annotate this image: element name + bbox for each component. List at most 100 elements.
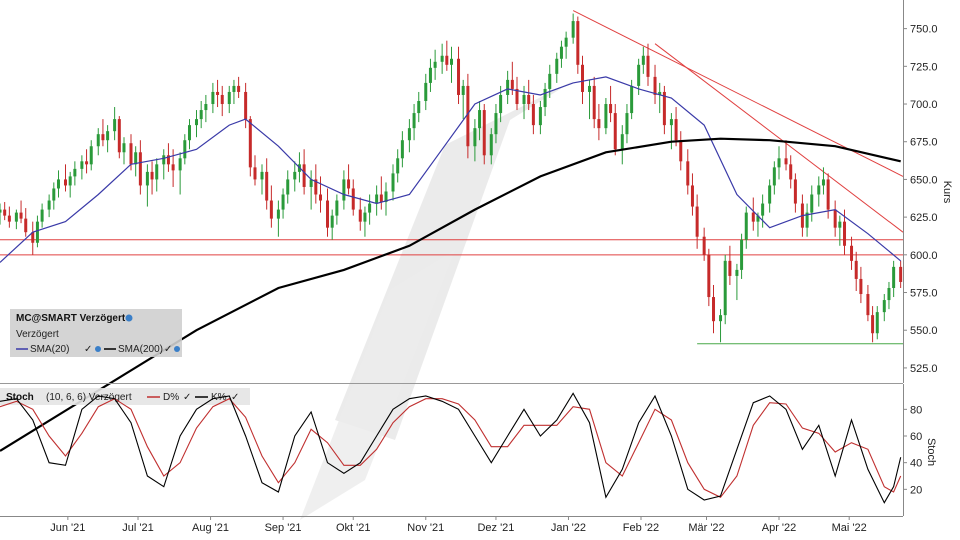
stoch-panel: Stoch (10, 6, 6) Verzögert D% ✓ K% ✓ 204… — [0, 384, 937, 516]
candle-body — [499, 94, 503, 114]
x-tick-label: Mai '22 — [832, 522, 867, 534]
candle-body — [461, 85, 465, 95]
candle-body — [604, 104, 608, 129]
candle-body — [548, 73, 552, 89]
candle-body — [662, 91, 666, 126]
candle-body — [363, 212, 367, 222]
candle-body — [494, 113, 498, 135]
check-icon[interactable]: ✓ — [84, 344, 92, 355]
candle-body — [342, 179, 346, 201]
candle-body — [138, 152, 142, 186]
candle-body — [424, 82, 428, 102]
candle-body — [3, 209, 7, 216]
candle-body — [538, 107, 542, 126]
candle-body — [417, 101, 421, 114]
candle-body — [134, 152, 138, 165]
price-axis-ticks: 525.0 550.0 575.0 600.0 625.0 650.0 675.0 700.0… — [903, 24, 938, 375]
candle-body — [248, 119, 252, 168]
candlesticks — [0, 13, 903, 343]
candle-body — [620, 134, 624, 150]
series-line-sma20 — [0, 76, 902, 263]
check-icon[interactable]: ✓ — [183, 392, 191, 403]
candle-body — [510, 79, 514, 89]
candle-body — [630, 85, 634, 114]
candle-body — [899, 266, 903, 282]
candle-body — [669, 119, 673, 126]
x-tick-label: Dez '21 — [477, 522, 514, 534]
candle-body — [571, 21, 575, 38]
candle-body — [559, 46, 563, 59]
x-tick-label: Feb '22 — [623, 522, 659, 534]
candle-body — [52, 188, 56, 201]
price-tick-label: 675.0 — [910, 137, 938, 149]
stoch-lines — [0, 392, 902, 504]
x-tick-label: Jun '21 — [50, 522, 85, 534]
candle-body — [428, 67, 432, 83]
price-tick-label: 525.0 — [910, 363, 938, 375]
check-icon[interactable]: ✓ — [164, 344, 172, 355]
candle-body — [866, 294, 870, 316]
candle-body — [80, 161, 84, 169]
candle-body — [744, 212, 748, 240]
candle-body — [826, 179, 830, 210]
candle-body — [723, 260, 727, 316]
candle-body — [588, 85, 592, 92]
moving-averages — [0, 76, 902, 452]
candle-body — [445, 55, 449, 65]
candle-body — [457, 58, 461, 95]
candle-body — [653, 76, 657, 95]
candle-body — [318, 194, 322, 201]
candle-body — [368, 203, 372, 213]
candle-body — [702, 236, 706, 255]
candle-body — [712, 297, 716, 322]
stoch-axis-ticks: 20 40 60 80 — [903, 404, 922, 496]
candle-body — [171, 164, 175, 171]
stoch-line-d — [0, 398, 902, 498]
candle-body — [735, 269, 739, 276]
trend-line — [654, 43, 904, 233]
candle-body — [293, 171, 297, 180]
candle-body — [24, 218, 28, 233]
candle-body — [64, 179, 68, 186]
candle-body — [129, 143, 133, 165]
candle-body — [641, 55, 645, 65]
stoch-title: Stoch — [6, 392, 34, 403]
stoch-tick-label: 60 — [910, 431, 922, 443]
check-icon[interactable]: ✓ — [231, 392, 239, 403]
candle-body — [358, 209, 362, 222]
candle-body — [85, 161, 89, 165]
candle-body — [597, 119, 601, 129]
legend-label-d: D% — [163, 392, 179, 403]
candle-body — [379, 194, 383, 203]
candle-body — [335, 200, 339, 216]
globe-icon[interactable] — [95, 346, 101, 352]
candle-body — [281, 194, 285, 210]
price-axis-title: Kurs — [941, 181, 953, 204]
candle-body — [7, 215, 11, 222]
candle-body — [187, 125, 191, 141]
watermark-logo — [300, 80, 575, 520]
candle-body — [330, 215, 334, 228]
candle-body — [326, 200, 330, 228]
candle-body — [195, 119, 199, 126]
candle-body — [56, 179, 60, 189]
candle-body — [440, 55, 444, 62]
candle-body — [887, 287, 891, 301]
candle-body — [14, 212, 18, 222]
candle-body — [515, 88, 519, 105]
candle-body — [473, 128, 477, 147]
candle-body — [805, 212, 809, 228]
price-legend: MC@SMART Verzögert Verzögert SMA(20) ✓ S… — [10, 309, 182, 357]
candle-body — [347, 179, 351, 189]
candle-body — [719, 315, 723, 322]
globe-icon[interactable] — [125, 314, 133, 322]
candle-body — [564, 37, 568, 47]
globe-icon[interactable] — [174, 346, 180, 352]
candle-body — [150, 171, 154, 180]
candle-body — [211, 91, 215, 105]
candle-body — [244, 91, 248, 120]
candle-body — [674, 119, 678, 141]
candle-body — [40, 209, 44, 222]
candle-body — [35, 221, 39, 243]
